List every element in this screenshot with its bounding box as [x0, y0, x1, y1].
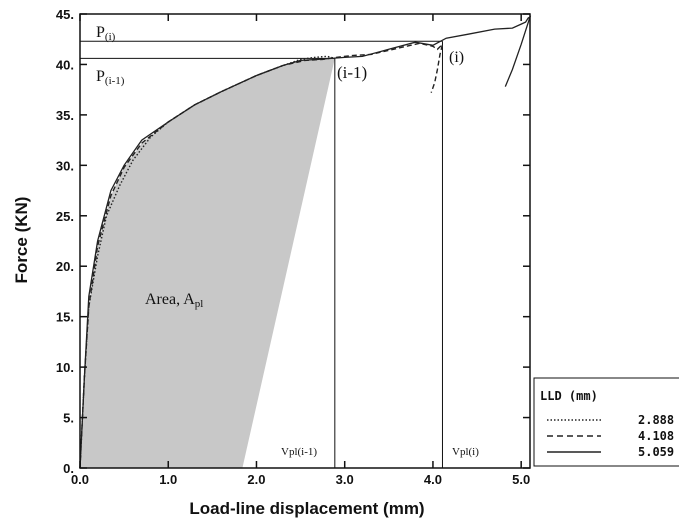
x-axis-ticks: 0.0 1.0 2.0 3.0 4.0 5.0 — [71, 14, 530, 487]
p-i-minus-1-subscript: (i-1) — [105, 75, 125, 87]
x-tick-label: 0.0 — [71, 472, 89, 487]
p-i-minus-1-label: P(i-1) — [96, 68, 125, 87]
reference-lines — [80, 40, 443, 468]
series-group — [79, 15, 532, 469]
p-i-main: P — [96, 24, 105, 41]
y-tick-label: 5. — [63, 411, 74, 426]
x-tick-label: 5.0 — [512, 472, 530, 487]
legend-title: LLD (mm) — [540, 389, 598, 403]
x-tick-label: 1.0 — [159, 472, 177, 487]
p-i-minus-1-main: P — [96, 68, 105, 85]
annotations: P(i) P(i-1) (i-1) (i) Area, Apl Vpl(i-1)… — [96, 24, 479, 458]
y-tick-label: 40. — [56, 57, 74, 72]
vpl-i-label: Vpl(i) — [452, 446, 479, 458]
y-tick-label: 30. — [56, 158, 74, 173]
legend: LLD (mm) 2.888 4.108 5.059 — [533, 377, 679, 467]
y-axis-ticks: 0. 5. 10. 15. 20. 25. 30. 35. 40. 45. — [56, 7, 530, 476]
x-axis-title: Load-line displacement (mm) — [189, 499, 424, 518]
area-label-main: Area, A — [145, 291, 195, 308]
point-i-minus-1-label: (i-1) — [337, 63, 367, 82]
legend-label-4108: 4.108 — [638, 429, 674, 443]
area-label-subscript: pl — [195, 298, 204, 310]
plot-frame — [79, 13, 531, 469]
x-tick-label: 4.0 — [424, 472, 442, 487]
x-tick-label: 3.0 — [336, 472, 354, 487]
y-tick-label: 20. — [56, 259, 74, 274]
point-i-label: (i) — [449, 49, 464, 66]
legend-label-2888: 2.888 — [638, 413, 674, 427]
y-tick-label: 25. — [56, 209, 74, 224]
series-line-solid — [79, 15, 532, 469]
y-tick-label: 15. — [56, 310, 74, 325]
p-i-subscript: (i) — [105, 31, 116, 43]
legend-label-5059: 5.059 — [638, 445, 674, 459]
y-tick-label: 35. — [56, 108, 74, 123]
y-tick-label: 45. — [56, 7, 74, 22]
y-axis-title: Force (KN) — [12, 197, 31, 284]
p-i-label: P(i) — [96, 24, 116, 43]
y-tick-label: 0. — [63, 461, 74, 476]
plastic-area-shading — [80, 58, 335, 469]
x-tick-label: 2.0 — [247, 472, 265, 487]
y-tick-label: 10. — [56, 360, 74, 375]
vpl-i-minus-1-label: Vpl(i-1) — [281, 446, 317, 458]
area-label: Area, Apl — [145, 291, 203, 310]
